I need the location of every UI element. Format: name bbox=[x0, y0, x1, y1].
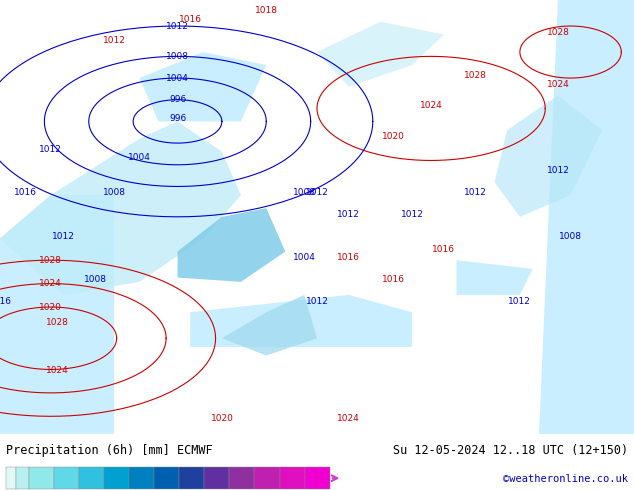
Bar bbox=[16, 467, 29, 489]
Text: 1028: 1028 bbox=[46, 318, 68, 327]
Polygon shape bbox=[190, 295, 412, 347]
Text: 1004: 1004 bbox=[166, 74, 189, 82]
Text: ©weatheronline.co.uk: ©weatheronline.co.uk bbox=[503, 474, 628, 484]
Bar bbox=[129, 467, 154, 489]
Bar bbox=[29, 467, 54, 489]
Bar bbox=[280, 467, 304, 489]
Text: 1024: 1024 bbox=[420, 101, 443, 110]
Polygon shape bbox=[222, 295, 317, 356]
Text: 1020: 1020 bbox=[39, 302, 62, 312]
Text: 1016: 1016 bbox=[382, 275, 404, 284]
Text: 1016: 1016 bbox=[0, 296, 11, 306]
Polygon shape bbox=[0, 122, 241, 295]
Text: 1012: 1012 bbox=[103, 36, 126, 46]
Text: 996: 996 bbox=[169, 95, 186, 104]
Text: 1012: 1012 bbox=[39, 145, 62, 154]
Text: 1008: 1008 bbox=[559, 231, 582, 241]
Text: 1008: 1008 bbox=[103, 188, 126, 197]
Text: 1024: 1024 bbox=[39, 279, 62, 288]
Text: 1012: 1012 bbox=[508, 296, 531, 306]
Bar bbox=[304, 467, 330, 489]
Text: 1020: 1020 bbox=[210, 414, 233, 423]
Text: 1024: 1024 bbox=[337, 414, 360, 423]
Bar bbox=[230, 467, 254, 489]
Text: 1028: 1028 bbox=[464, 71, 487, 80]
Text: 1012: 1012 bbox=[547, 167, 569, 175]
Text: 1012: 1012 bbox=[306, 188, 328, 197]
Text: 1024: 1024 bbox=[46, 366, 68, 375]
Text: 1004: 1004 bbox=[128, 153, 151, 163]
Bar bbox=[79, 467, 104, 489]
Text: 1016: 1016 bbox=[432, 245, 455, 253]
Polygon shape bbox=[0, 195, 114, 434]
Text: 1012: 1012 bbox=[401, 210, 424, 219]
Text: 1016: 1016 bbox=[14, 188, 37, 197]
Bar bbox=[254, 467, 280, 489]
Text: 1024: 1024 bbox=[547, 80, 569, 89]
Bar bbox=[154, 467, 179, 489]
Text: 1016: 1016 bbox=[337, 253, 360, 262]
Text: 1028: 1028 bbox=[39, 256, 62, 265]
Text: Precipitation (6h) [mm] ECMWF: Precipitation (6h) [mm] ECMWF bbox=[6, 444, 213, 457]
Text: 1008: 1008 bbox=[166, 52, 189, 61]
Polygon shape bbox=[317, 22, 444, 87]
Text: 1018: 1018 bbox=[255, 6, 278, 15]
Text: 1028: 1028 bbox=[547, 28, 569, 37]
Text: 1008: 1008 bbox=[84, 275, 107, 284]
Bar bbox=[54, 467, 79, 489]
Text: 1012: 1012 bbox=[52, 231, 75, 241]
Polygon shape bbox=[495, 96, 602, 217]
Bar bbox=[179, 467, 204, 489]
Bar bbox=[104, 467, 129, 489]
Text: 1004: 1004 bbox=[293, 253, 316, 262]
Text: 1012: 1012 bbox=[464, 188, 487, 197]
Text: 1012: 1012 bbox=[337, 210, 360, 219]
Text: 1012: 1012 bbox=[306, 296, 328, 306]
Polygon shape bbox=[178, 208, 285, 282]
Bar bbox=[204, 467, 230, 489]
Text: 1012: 1012 bbox=[166, 22, 189, 30]
Bar bbox=[6, 467, 16, 489]
Text: 1016: 1016 bbox=[179, 15, 202, 24]
Polygon shape bbox=[539, 0, 634, 434]
Text: 996: 996 bbox=[169, 115, 186, 123]
Polygon shape bbox=[139, 52, 266, 122]
Text: Su 12-05-2024 12..18 UTC (12+150): Su 12-05-2024 12..18 UTC (12+150) bbox=[392, 444, 628, 457]
Text: 1008: 1008 bbox=[293, 188, 316, 197]
Polygon shape bbox=[456, 260, 533, 295]
Text: 1020: 1020 bbox=[382, 132, 404, 141]
